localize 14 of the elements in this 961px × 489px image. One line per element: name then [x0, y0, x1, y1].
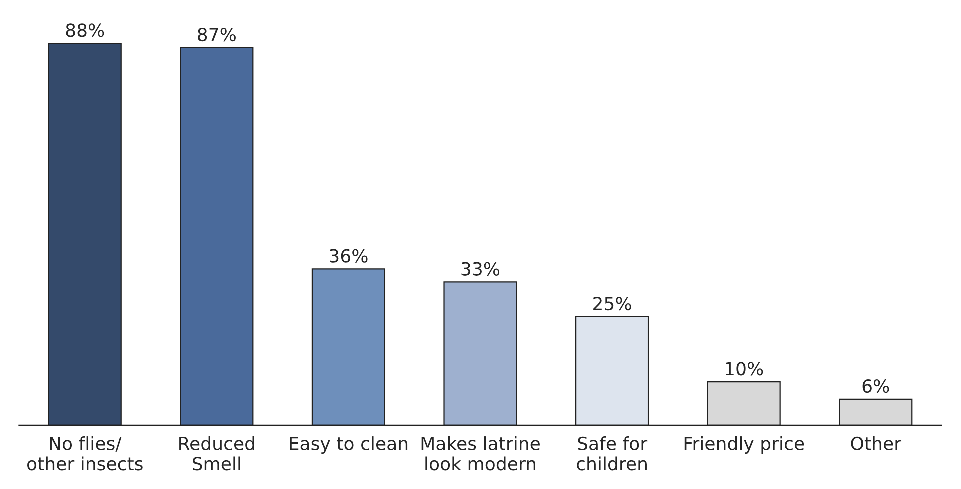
data-label: 10%	[726, 362, 764, 376]
x-tick-label: Safe for children	[577, 436, 648, 471]
data-label: 36%	[330, 249, 368, 263]
x-tick-label: Other	[851, 436, 902, 451]
x-tick-label: Makes latrine look modern	[422, 436, 540, 471]
x-tick-label: No flies/ other insects	[28, 436, 143, 471]
data-label: 6%	[862, 379, 890, 394]
x-tick-label: Friendly price	[684, 436, 804, 454]
data-label: 87%	[198, 28, 236, 42]
data-label: 88%	[66, 24, 104, 38]
data-label: 33%	[462, 262, 500, 276]
x-tick-label: Reduced Smell	[180, 436, 254, 471]
x-tick-label: Easy to clean	[290, 436, 408, 454]
data-label: 25%	[594, 297, 632, 311]
